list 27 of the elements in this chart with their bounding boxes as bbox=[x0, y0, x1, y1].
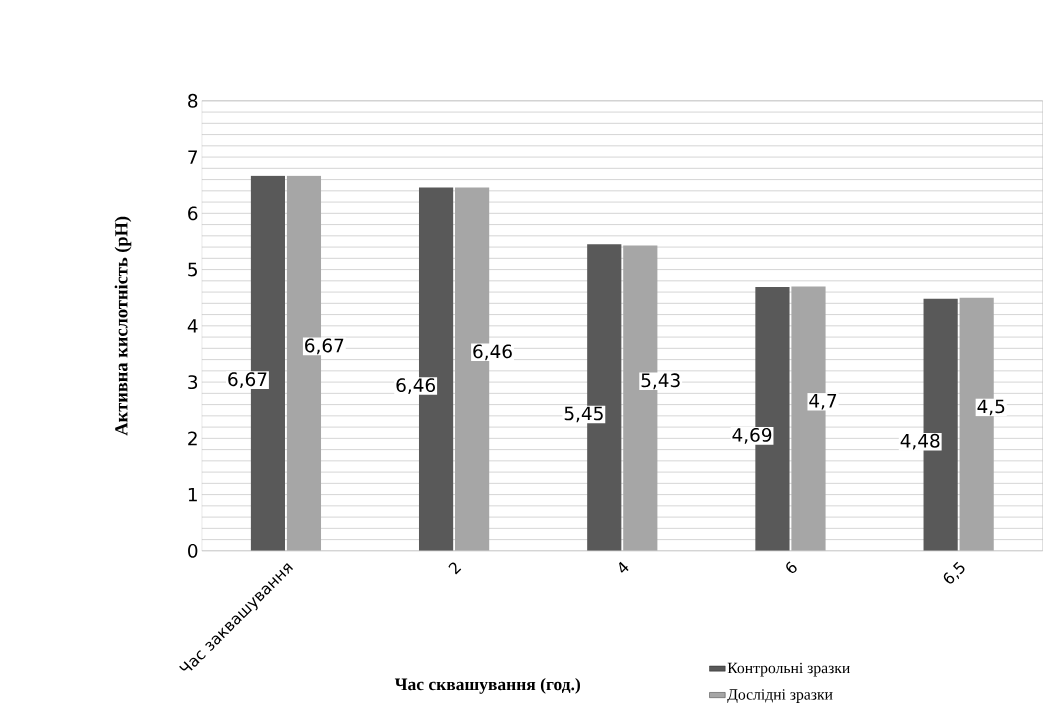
x-tick-label: 2 bbox=[448, 562, 462, 575]
data-label: 6,67 bbox=[305, 338, 344, 355]
x-tick-label: 6,5 bbox=[943, 561, 965, 584]
y-tick-label: 2 bbox=[188, 431, 197, 446]
data-label: 6,46 bbox=[473, 344, 512, 361]
y-tick-label: 1 bbox=[188, 488, 197, 502]
data-label: 4,7 bbox=[809, 394, 837, 410]
data-label: 6,67 bbox=[228, 372, 267, 389]
x-tick-label: 4 bbox=[619, 562, 629, 573]
data-label: 4,69 bbox=[732, 428, 772, 444]
data-label: 4,48 bbox=[900, 434, 940, 450]
data-label: 5,43 bbox=[641, 373, 680, 390]
y-tick-label: 3 bbox=[188, 375, 198, 390]
data-label: 4,5 bbox=[977, 399, 1005, 416]
y-tick-label: 8 bbox=[188, 94, 198, 108]
legend-label: Дослідні зразки bbox=[727, 689, 833, 704]
y-tick-label: 4 bbox=[187, 319, 198, 333]
y-axis-title: Активна кислотність (pH) bbox=[114, 217, 132, 436]
legend-label: Контрольні зразки bbox=[727, 662, 850, 677]
y-tick-label: 5 bbox=[188, 262, 197, 277]
x-tick-label: 6 bbox=[786, 561, 797, 574]
data-label: 6,46 bbox=[396, 378, 436, 395]
y-tick-label: 7 bbox=[188, 150, 197, 164]
data-label: 5,45 bbox=[564, 406, 603, 423]
y-tick-label: 6 bbox=[188, 206, 198, 221]
y-tick-label: 0 bbox=[188, 544, 198, 558]
x-axis-title: Час сквашування (год.) bbox=[394, 678, 580, 694]
